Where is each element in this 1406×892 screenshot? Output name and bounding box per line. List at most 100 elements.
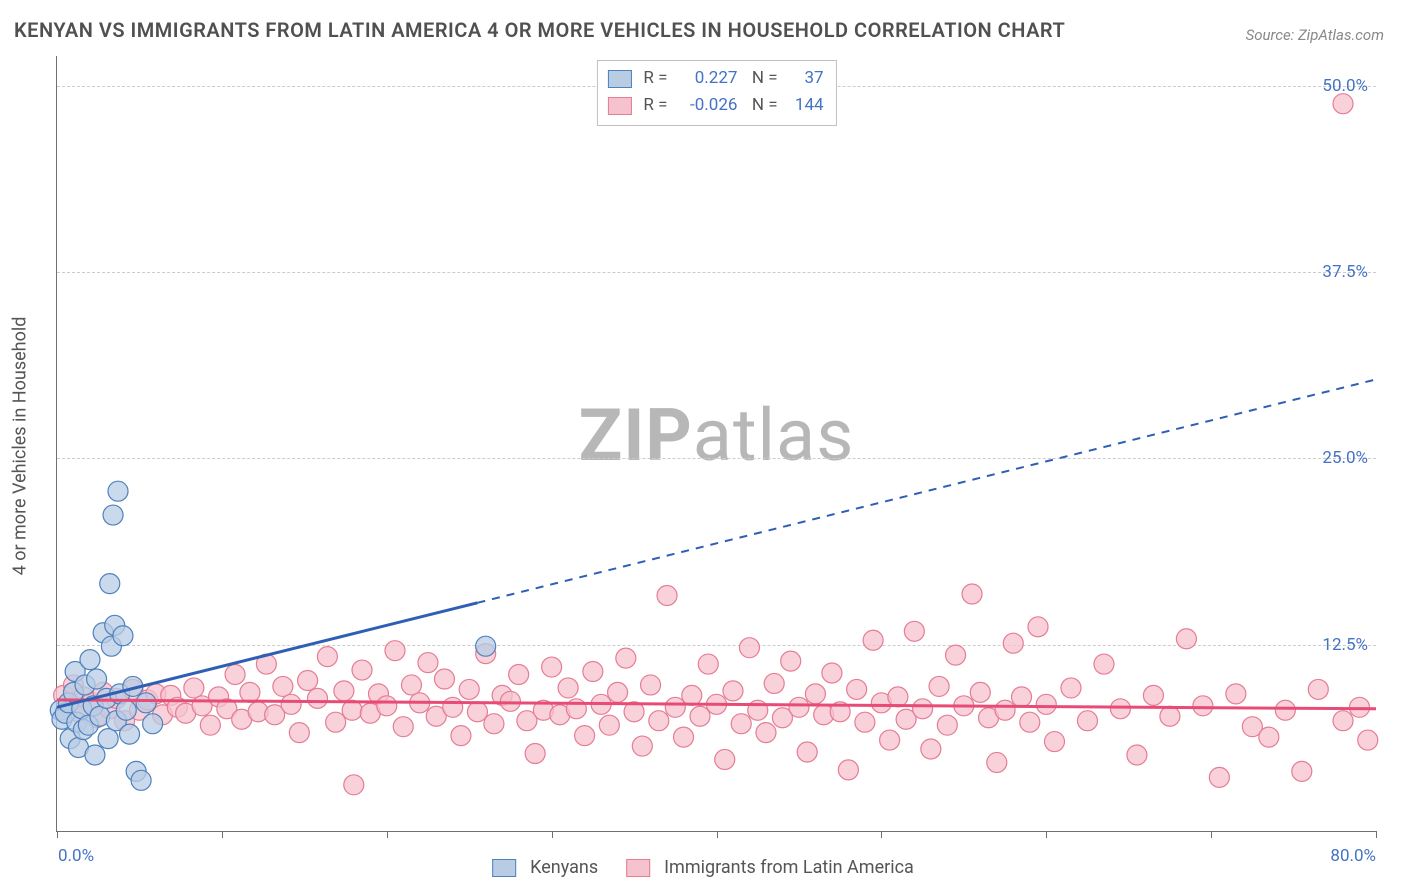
data-point	[1036, 694, 1056, 714]
data-point	[1333, 711, 1353, 731]
data-point	[317, 647, 337, 667]
data-point	[344, 775, 364, 795]
data-point	[1028, 617, 1048, 637]
legend-item-latin: Immigrants from Latin America	[626, 857, 914, 878]
data-point	[273, 676, 293, 696]
data-point	[863, 630, 883, 650]
data-point	[1127, 745, 1147, 765]
data-point	[698, 654, 718, 674]
data-point	[665, 697, 685, 717]
data-point	[674, 727, 694, 747]
data-point	[308, 688, 328, 708]
data-point	[131, 770, 151, 790]
data-point	[805, 684, 825, 704]
stats-row-kenyans: R = 0.227 N = 37	[607, 65, 823, 92]
scatter-plot-svg	[57, 56, 1376, 831]
data-point	[525, 744, 545, 764]
legend-label-kenyans: Kenyans	[530, 857, 598, 878]
y-axis-label: 4 or more Vehicles in Household	[10, 317, 31, 576]
data-point	[225, 665, 245, 685]
data-point	[913, 699, 933, 719]
data-point	[476, 636, 496, 656]
data-point	[657, 586, 677, 606]
data-point	[509, 665, 529, 685]
data-point	[723, 681, 743, 701]
data-point	[1044, 732, 1064, 752]
data-point	[888, 687, 908, 707]
data-point	[855, 712, 875, 732]
data-point	[641, 675, 661, 695]
data-point	[1209, 767, 1229, 787]
n-value-latin: 144	[784, 92, 824, 119]
stats-row-latin: R = -0.026 N = 144	[607, 92, 823, 119]
data-point	[120, 724, 140, 744]
data-point	[1061, 678, 1081, 698]
data-point	[739, 638, 759, 658]
data-point	[682, 685, 702, 705]
swatch-kenyans	[607, 70, 631, 88]
data-point	[459, 679, 479, 699]
data-point	[1176, 629, 1196, 649]
data-point	[781, 651, 801, 671]
r-value-latin: -0.026	[673, 92, 737, 119]
data-point	[970, 682, 990, 702]
data-point	[1333, 94, 1353, 114]
data-point	[1358, 730, 1378, 750]
legend-item-kenyans: Kenyans	[492, 857, 598, 878]
data-point	[904, 621, 924, 641]
data-point	[616, 648, 636, 668]
data-point	[1160, 706, 1180, 726]
data-point	[100, 574, 120, 594]
data-point	[184, 678, 204, 698]
data-point	[921, 739, 941, 759]
data-point	[116, 700, 136, 720]
trend-line-dashed	[477, 379, 1376, 602]
bottom-legend: Kenyans Immigrants from Latin America	[492, 857, 914, 878]
data-point	[451, 726, 471, 746]
data-point	[764, 673, 784, 693]
swatch-latin	[607, 97, 631, 115]
data-point	[715, 749, 735, 769]
data-point	[583, 662, 603, 682]
data-point	[731, 714, 751, 734]
chart-title: KENYAN VS IMMIGRANTS FROM LATIN AMERICA …	[14, 18, 1065, 42]
data-point	[113, 626, 133, 646]
data-point	[632, 736, 652, 756]
data-point	[401, 675, 421, 695]
x-max-label: 80.0%	[1330, 846, 1376, 866]
stats-legend-box: R = 0.227 N = 37 R = -0.026 N = 144	[596, 60, 836, 126]
data-point	[352, 660, 372, 680]
n-label: N =	[743, 65, 777, 92]
data-point	[467, 702, 487, 722]
data-point	[443, 697, 463, 717]
data-point	[995, 700, 1015, 720]
data-point	[418, 653, 438, 673]
data-point	[298, 670, 318, 690]
data-point	[649, 711, 669, 731]
data-point	[929, 676, 949, 696]
data-point	[108, 481, 128, 501]
data-point	[484, 714, 504, 734]
data-point	[103, 505, 123, 525]
data-point	[281, 694, 301, 714]
data-point	[385, 641, 405, 661]
data-point	[608, 682, 628, 702]
data-point	[200, 715, 220, 735]
data-point	[789, 697, 809, 717]
data-point	[962, 584, 982, 604]
data-point	[797, 742, 817, 762]
data-point	[847, 679, 867, 699]
legend-label-latin: Immigrants from Latin America	[664, 857, 914, 878]
data-point	[1003, 633, 1023, 653]
data-point	[136, 693, 156, 713]
n-label: N =	[743, 92, 777, 119]
data-point	[1226, 684, 1246, 704]
r-label: R =	[643, 65, 667, 92]
data-point	[946, 645, 966, 665]
legend-swatch-latin	[626, 859, 650, 877]
data-point	[334, 681, 354, 701]
data-point	[558, 678, 578, 698]
data-point	[822, 663, 842, 683]
data-point	[393, 717, 413, 737]
n-value-kenyans: 37	[784, 65, 824, 92]
